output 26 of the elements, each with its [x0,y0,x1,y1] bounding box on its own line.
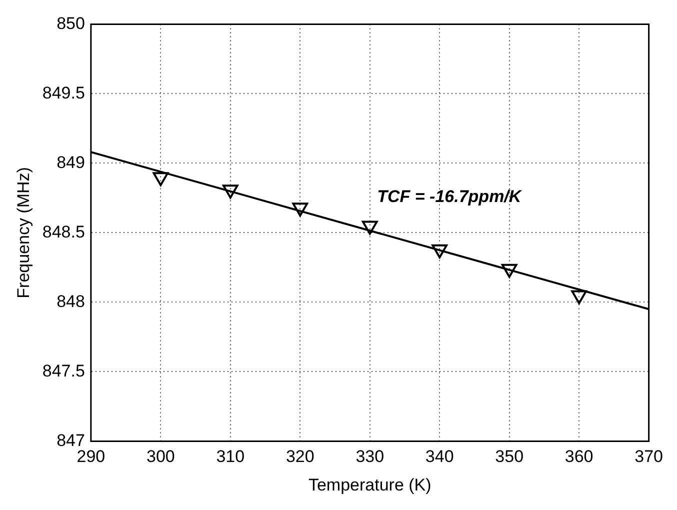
point [362,220,378,235]
point [152,172,169,186]
point [432,244,448,258]
point [571,290,588,304]
x-axis-title: Temperature (K) [308,475,432,494]
annotation: TCF = -16.7ppm/K [377,186,523,206]
y-tick-label: 850 [56,14,85,33]
y-tick-label: 847 [56,430,85,450]
x-tick-label: 300 [146,447,175,466]
point [501,264,518,278]
y-tick-label: 847.5 [42,361,85,380]
y-tick-label: 849.5 [42,83,85,102]
x-tick-label: 340 [425,447,454,466]
x-tick-label: 370 [634,447,664,466]
x-tick-label: 360 [564,447,594,466]
point [222,184,238,199]
x-tick-label: 350 [495,447,524,466]
x-tick-label: 320 [286,447,314,466]
point [292,202,308,217]
y-tick-label: 849 [56,152,85,172]
x-tick-label: 310 [216,447,245,466]
x-tick-label: 330 [356,447,384,466]
y-axis-title: Frequency (MHz) [14,167,33,298]
y-tick-label: 848 [56,292,85,311]
x-tick-label: 290 [76,447,106,466]
y-tick-label: 848.5 [42,222,85,242]
